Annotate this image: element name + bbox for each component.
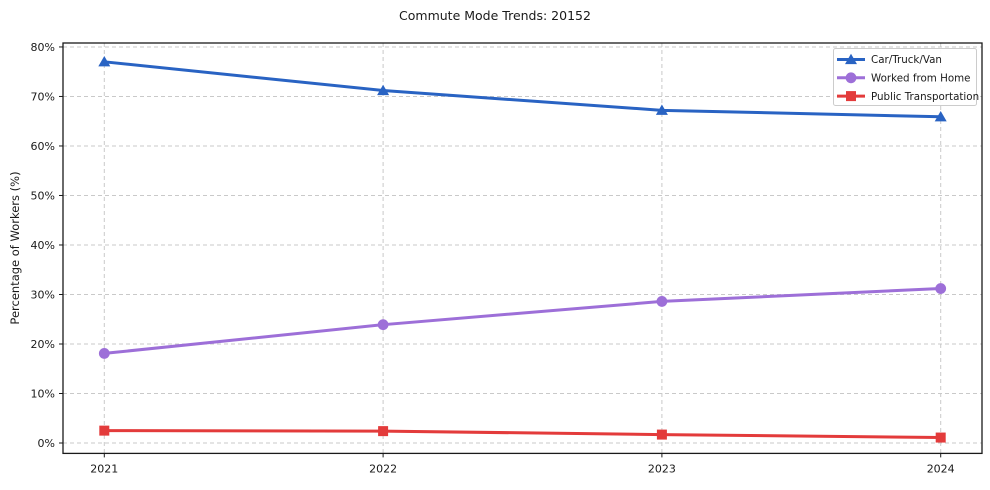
marker-circle-icon: [377, 319, 389, 331]
plot-border: [62, 42, 983, 455]
axis-ticks: [59, 46, 942, 458]
series-car-truck-van: [98, 56, 947, 122]
marker-triangle-icon: [655, 104, 668, 115]
marker-square-icon: [99, 425, 110, 436]
x-tick-label: 2022: [369, 462, 397, 475]
marker-square-icon: [935, 432, 946, 443]
legend: Car/Truck/Van Worked from Home Public Tran…: [833, 48, 979, 106]
y-tick-label: 30%: [31, 288, 55, 301]
y-tick-label: 40%: [31, 239, 55, 252]
y-tick-label: 0%: [38, 437, 55, 450]
x-tick-label: 2023: [648, 462, 676, 475]
series-worked-from-home: [98, 283, 947, 359]
x-tick-label: 2021: [90, 462, 118, 475]
series-line: [102, 287, 943, 355]
series-public-transportation: [99, 425, 946, 443]
y-tick-label: 80%: [31, 41, 55, 54]
marker-square-icon: [378, 426, 389, 437]
axis-tick-labels: 2021 2022 2023 2024 0% 10% 20% 30% 40% 50% 60% 70% 8…: [31, 41, 955, 475]
marker-triangle-icon: [98, 56, 111, 67]
marker-circle-icon: [656, 296, 668, 307]
marker-triangle-icon: [845, 53, 857, 65]
y-tick-label: 20%: [31, 338, 55, 351]
y-tick-label: 10%: [31, 387, 55, 400]
chart-title: Commute Mode Trends: 20152: [399, 8, 591, 23]
series-line: [102, 429, 943, 440]
marker-circle-icon: [98, 347, 110, 359]
marker-triangle-icon: [934, 110, 947, 122]
legend-label: Worked from Home: [871, 73, 971, 85]
legend-label: Public Transportation: [871, 91, 979, 103]
legend-label: Car/Truck/Van: [871, 54, 942, 66]
marker-square-icon: [846, 91, 856, 102]
legend-item: Worked from Home: [837, 72, 971, 85]
legend-box: [833, 48, 977, 106]
y-tick-label: 50%: [31, 189, 55, 202]
legend-item: Car/Truck/Van: [837, 53, 942, 66]
legend-item: Public Transportation: [837, 91, 979, 103]
marker-circle-icon: [935, 283, 947, 294]
y-tick-label: 60%: [31, 140, 55, 153]
x-tick-label: 2024: [927, 462, 955, 475]
marker-circle-icon: [845, 72, 857, 84]
marker-triangle-icon: [377, 84, 390, 96]
series-line: [102, 60, 943, 119]
marker-square-icon: [656, 429, 667, 440]
y-tick-label: 70%: [31, 90, 55, 103]
